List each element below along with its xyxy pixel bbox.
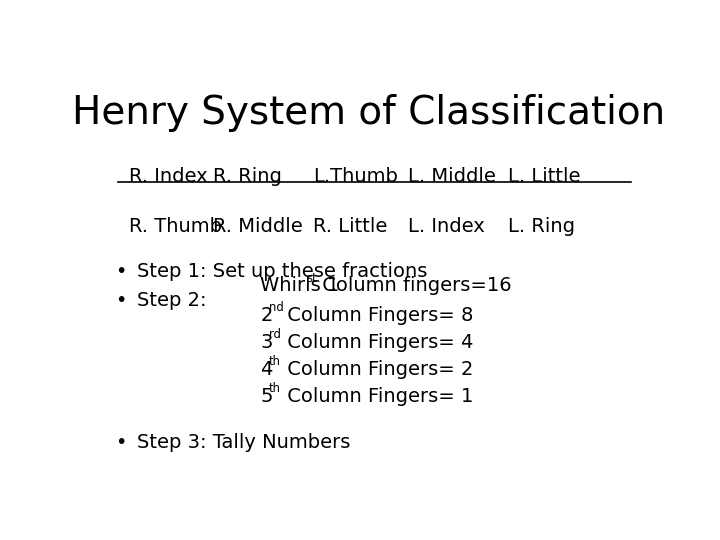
Text: th: th — [269, 382, 281, 395]
Text: •: • — [115, 262, 127, 281]
Text: st: st — [306, 272, 317, 285]
Text: L. Little: L. Little — [508, 167, 581, 186]
Text: Column fingers=16: Column fingers=16 — [316, 276, 512, 295]
Text: nd: nd — [269, 301, 284, 314]
Text: L. Middle: L. Middle — [408, 167, 496, 186]
Text: R. Thumb: R. Thumb — [129, 217, 222, 235]
Text: 4: 4 — [260, 360, 273, 379]
Text: R. Ring: R. Ring — [213, 167, 282, 186]
Text: L. Index: L. Index — [408, 217, 485, 235]
Text: Column Fingers= 2: Column Fingers= 2 — [282, 360, 474, 379]
Text: 2: 2 — [260, 306, 273, 325]
Text: rd: rd — [269, 328, 281, 341]
Text: L. Ring: L. Ring — [508, 217, 575, 235]
Text: 3: 3 — [260, 333, 273, 352]
Text: Column Fingers= 4: Column Fingers= 4 — [282, 333, 474, 352]
Text: •: • — [115, 292, 127, 310]
Text: •: • — [115, 433, 127, 452]
Text: Column Fingers= 8: Column Fingers= 8 — [282, 306, 474, 325]
Text: R. Little: R. Little — [313, 217, 387, 235]
Text: Step 3: Tally Numbers: Step 3: Tally Numbers — [138, 433, 351, 452]
Text: L.Thumb: L.Thumb — [313, 167, 398, 186]
Text: Step 2:: Step 2: — [138, 292, 207, 310]
Text: Step 1: Set up these fractions: Step 1: Set up these fractions — [138, 262, 428, 281]
Text: Henry System of Classification: Henry System of Classification — [73, 94, 665, 132]
Text: R. Middle: R. Middle — [213, 217, 302, 235]
Text: Column Fingers= 1: Column Fingers= 1 — [282, 387, 474, 406]
Text: R. Index: R. Index — [129, 167, 207, 186]
Text: th: th — [269, 355, 281, 368]
Text: 5: 5 — [260, 387, 273, 406]
Text: Whirls 1: Whirls 1 — [260, 276, 340, 295]
